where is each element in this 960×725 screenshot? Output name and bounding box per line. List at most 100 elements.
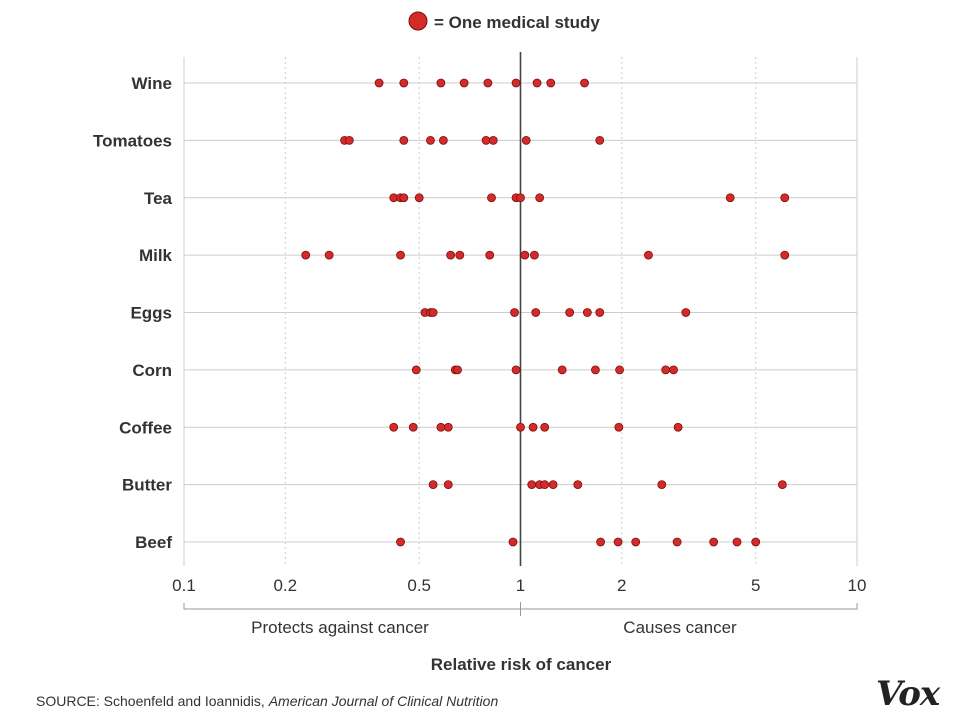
- study-point: [614, 422, 624, 432]
- study-point: [681, 308, 691, 317]
- study-point: [516, 193, 525, 203]
- study-point: [520, 250, 530, 260]
- category-label: Coffee: [119, 418, 172, 437]
- study-point: [535, 193, 545, 203]
- region-brackets: [183, 602, 858, 616]
- study-point: [446, 250, 456, 260]
- study-point: [582, 308, 592, 317]
- study-point: [725, 193, 735, 203]
- study-point: [511, 365, 521, 375]
- x-tick-label: 2: [617, 576, 626, 595]
- study-point: [580, 78, 589, 88]
- study-point: [344, 135, 354, 145]
- protects-region-label: Protects against cancer: [251, 618, 429, 637]
- study-point: [436, 78, 446, 88]
- category-label: Tomatoes: [93, 131, 172, 150]
- study-point: [751, 537, 761, 547]
- study-point: [396, 537, 405, 547]
- x-tick-label: 0.5: [407, 576, 431, 595]
- study-point: [669, 365, 678, 375]
- study-point: [488, 135, 498, 145]
- study-point: [596, 537, 606, 547]
- study-point: [565, 308, 575, 317]
- study-point: [453, 365, 462, 375]
- study-point: [540, 480, 550, 490]
- category-label: Milk: [139, 246, 173, 265]
- x-axis-label: Relative risk of cancer: [431, 655, 612, 674]
- study-point: [532, 78, 542, 88]
- study-point: [485, 250, 495, 260]
- study-point: [428, 480, 438, 490]
- study-point: [324, 250, 334, 260]
- causes-region-label: Causes cancer: [623, 618, 737, 637]
- category-label: Wine: [132, 74, 172, 93]
- study-point: [483, 78, 493, 88]
- study-point: [414, 193, 424, 203]
- study-point: [481, 135, 491, 145]
- study-point: [528, 422, 538, 432]
- study-point: [546, 78, 556, 88]
- category-label: Butter: [122, 476, 172, 495]
- legend-marker: [408, 11, 428, 31]
- study-point: [436, 422, 446, 432]
- study-point: [540, 422, 550, 432]
- study-point: [510, 308, 519, 317]
- legend-label: = One medical study: [434, 13, 600, 32]
- study-point: [399, 193, 409, 203]
- study-point: [672, 537, 682, 547]
- study-point: [531, 308, 541, 317]
- study-point: [615, 365, 624, 375]
- study-point: [595, 135, 605, 145]
- study-point: [557, 365, 567, 375]
- study-point: [428, 308, 438, 317]
- x-tick-label: 10: [848, 576, 867, 595]
- study-point: [426, 135, 435, 145]
- source-journal: American Journal of Clinical Nutrition: [268, 693, 499, 709]
- x-axis-ticks: 0.1 0.2 0.5 1 2 5 10: [172, 576, 866, 595]
- study-point: [661, 365, 671, 375]
- category-label: Beef: [135, 533, 172, 552]
- study-point: [443, 422, 453, 432]
- study-point: [591, 365, 600, 375]
- study-point: [411, 365, 421, 375]
- study-point: [399, 135, 409, 145]
- study-point: [573, 480, 583, 490]
- study-point: [521, 135, 531, 145]
- legend: = One medical study: [408, 11, 600, 32]
- study-point: [613, 537, 623, 547]
- category-labels: Wine Tomatoes Tea Milk Eggs Corn Coffee Butter B…: [93, 74, 173, 552]
- study-point: [777, 480, 787, 490]
- study-point: [374, 78, 384, 88]
- study-point: [548, 480, 558, 490]
- grid: [183, 57, 858, 566]
- study-point: [780, 193, 790, 203]
- source-prefix: SOURCE: Schoenfeld and Ioannidis,: [36, 693, 269, 709]
- source-note: SOURCE: Schoenfeld and Ioannidis, Americ…: [36, 693, 498, 709]
- category-label: Tea: [144, 189, 173, 208]
- study-point: [516, 422, 525, 432]
- x-tick-label: 0.2: [273, 576, 297, 595]
- study-point: [399, 78, 409, 88]
- study-point: [673, 422, 683, 432]
- study-point: [657, 480, 667, 490]
- study-point: [459, 78, 469, 88]
- study-point: [508, 537, 518, 547]
- x-tick-label: 1: [516, 576, 525, 595]
- study-point: [396, 250, 405, 260]
- study-point: [511, 78, 521, 88]
- study-point: [487, 193, 496, 203]
- study-point: [631, 537, 641, 547]
- vox-logo: Vox: [876, 674, 940, 714]
- study-point: [595, 308, 605, 317]
- study-point: [527, 480, 537, 490]
- category-label: Eggs: [130, 304, 172, 323]
- study-point: [732, 537, 742, 547]
- study-point: [780, 250, 790, 260]
- study-point: [443, 480, 453, 490]
- study-point: [301, 250, 311, 260]
- x-tick-label: 5: [751, 576, 760, 595]
- study-point: [408, 422, 418, 432]
- study-point: [530, 250, 539, 260]
- study-point: [644, 250, 653, 260]
